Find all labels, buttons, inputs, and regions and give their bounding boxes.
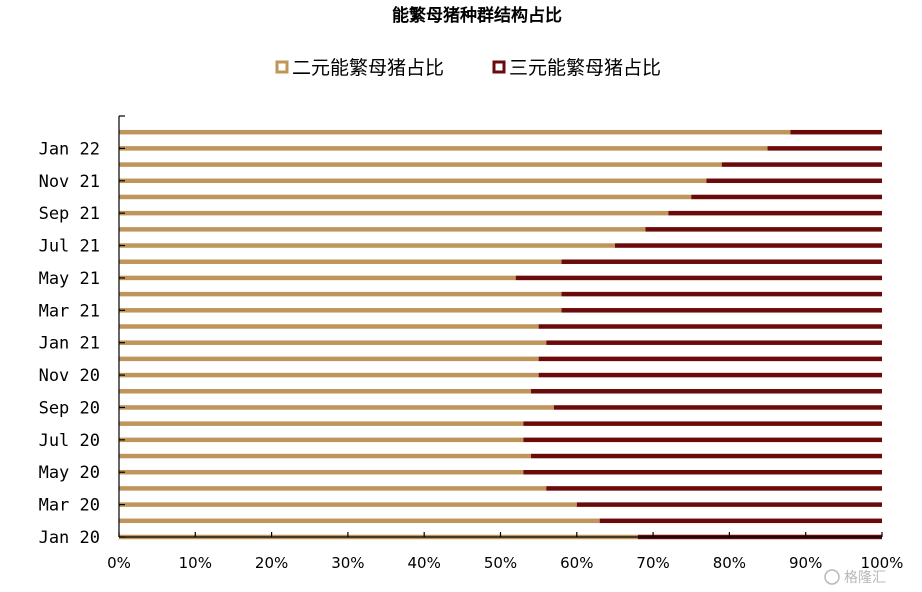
bar-segment-three-way-jun-21 <box>561 259 882 264</box>
bar-segment-three-way-jan-22 <box>767 146 882 151</box>
x-tick-label: 50% <box>484 554 517 572</box>
bar-segment-two-way-dec-20 <box>119 356 539 362</box>
x-tick-label: 0% <box>107 554 131 572</box>
x-tick-label: 30% <box>331 554 364 572</box>
bar-segment-three-way-apr-21 <box>561 291 882 297</box>
bar-segment-two-way-aug-21 <box>119 227 646 232</box>
legend-swatch-two-way <box>275 60 289 74</box>
bar-segment-two-way-apr-21 <box>119 291 562 297</box>
bar-segment-two-way-apr-20 <box>119 486 547 491</box>
watermark: 格隆汇 <box>824 569 886 586</box>
bar-segment-two-way-oct-20 <box>119 389 532 394</box>
watermark-logo-icon <box>824 569 840 585</box>
bar-segment-two-way-sep-21 <box>119 210 669 216</box>
x-tick-label: 90% <box>789 554 822 572</box>
bar-segment-three-way-nov-20 <box>538 372 882 378</box>
y-tick-label: May 21 <box>39 269 100 289</box>
bar-segment-three-way-dec-20 <box>538 356 882 362</box>
bar-segment-two-way-dec-21 <box>119 162 722 167</box>
bar-segment-three-way-feb-22 <box>790 129 882 135</box>
watermark-text: 格隆汇 <box>844 570 886 586</box>
bar-segment-two-way-mar-20 <box>119 502 577 507</box>
legend-item-three-way: 三元能繁母猪占比 <box>492 57 661 79</box>
bar-segment-two-way-jul-21 <box>119 243 615 248</box>
y-tick-label: Jul 20 <box>39 431 100 451</box>
y-tick-label: Sep 20 <box>39 398 100 418</box>
y-tick-label: May 20 <box>39 463 100 483</box>
bar-segment-three-way-mar-20 <box>576 502 882 507</box>
axes-group <box>118 115 883 538</box>
x-tick-label: 20% <box>255 554 288 572</box>
x-tick-label: 80% <box>713 554 746 572</box>
bar-segment-three-way-jul-21 <box>614 243 882 248</box>
bar-segment-three-way-jan-21 <box>546 340 882 345</box>
y-tick-label: Sep 21 <box>39 204 100 224</box>
y-tick-label: Jan 21 <box>39 334 100 354</box>
bar-segment-two-way-jul-20 <box>119 437 524 443</box>
x-tick-label: 70% <box>636 554 669 572</box>
bar-segment-two-way-jun-21 <box>119 259 562 264</box>
x-tick-label: 40% <box>408 554 441 572</box>
y-tick-label: Jan 20 <box>39 528 100 548</box>
x-tick-label: 100% <box>861 554 904 572</box>
bar-segment-three-way-jul-20 <box>523 437 882 443</box>
bar-segment-three-way-sep-21 <box>668 210 882 216</box>
bar-segment-three-way-oct-21 <box>691 194 882 200</box>
bar-segment-three-way-sep-20 <box>553 405 882 410</box>
bar-segment-three-way-may-21 <box>515 275 882 281</box>
chart-title: 能繁母猪种群结构占比 <box>392 5 562 26</box>
bar-segment-three-way-dec-21 <box>721 162 882 167</box>
bar-segment-three-way-mar-21 <box>561 308 882 313</box>
bar-segment-three-way-apr-20 <box>546 486 882 491</box>
x-tick-label: 60% <box>560 554 593 572</box>
legend-swatch-three-way <box>492 60 506 74</box>
y-tick-label: Mar 21 <box>39 301 100 321</box>
bar-segment-two-way-aug-20 <box>119 421 524 426</box>
bar-segment-three-way-aug-20 <box>523 421 882 426</box>
bar-segment-two-way-may-21 <box>119 275 516 281</box>
bar-segment-three-way-aug-21 <box>645 227 882 232</box>
bar-segment-two-way-may-20 <box>119 469 524 475</box>
y-tick-label: Nov 21 <box>39 172 100 192</box>
bar-segment-two-way-jan-22 <box>119 146 768 151</box>
bar-segment-two-way-feb-20 <box>119 518 600 524</box>
legend-label-three-way: 三元能繁母猪占比 <box>509 57 661 79</box>
bar-segment-three-way-oct-20 <box>531 389 882 394</box>
y-tick-label: Jul 21 <box>39 237 100 257</box>
legend: 二元能繁母猪占比 三元能繁母猪占比 <box>275 57 661 79</box>
bar-segment-three-way-feb-20 <box>599 518 882 524</box>
bar-segment-three-way-jun-20 <box>531 453 882 459</box>
y-tick-labels: Jan 20 Mar 20 May 20 Jul 20 Sep 20 Nov 20 Jan … <box>39 139 100 548</box>
legend-label-two-way: 二元能繁母猪占比 <box>292 57 444 79</box>
bar-segment-two-way-nov-21 <box>119 178 707 184</box>
bar-segment-three-way-nov-21 <box>706 178 882 184</box>
bar-segment-two-way-jun-20 <box>119 453 532 459</box>
bar-segment-two-way-jan-21 <box>119 340 547 345</box>
bar-segment-two-way-feb-21 <box>119 324 539 329</box>
y-tick-label: Mar 20 <box>39 496 100 516</box>
bar-segment-two-way-nov-20 <box>119 372 539 378</box>
bar-segment-two-way-sep-20 <box>119 405 554 410</box>
bar-segment-two-way-feb-22 <box>119 129 791 135</box>
y-tick-label: Nov 20 <box>39 366 100 386</box>
bar-segment-two-way-oct-21 <box>119 194 692 200</box>
x-tick-labels: 0% 10% 20% 30% 40% 50% 60% 70% 80% 90% 100% <box>107 554 903 572</box>
bar-segment-two-way-mar-21 <box>119 308 562 313</box>
bars-group <box>119 129 882 540</box>
bar-segment-three-way-feb-21 <box>538 324 882 329</box>
x-tick-label: 10% <box>179 554 212 572</box>
bar-segment-three-way-may-20 <box>523 469 882 475</box>
y-tick-label: Jan 22 <box>39 139 100 159</box>
legend-item-two-way: 二元能繁母猪占比 <box>275 57 444 79</box>
